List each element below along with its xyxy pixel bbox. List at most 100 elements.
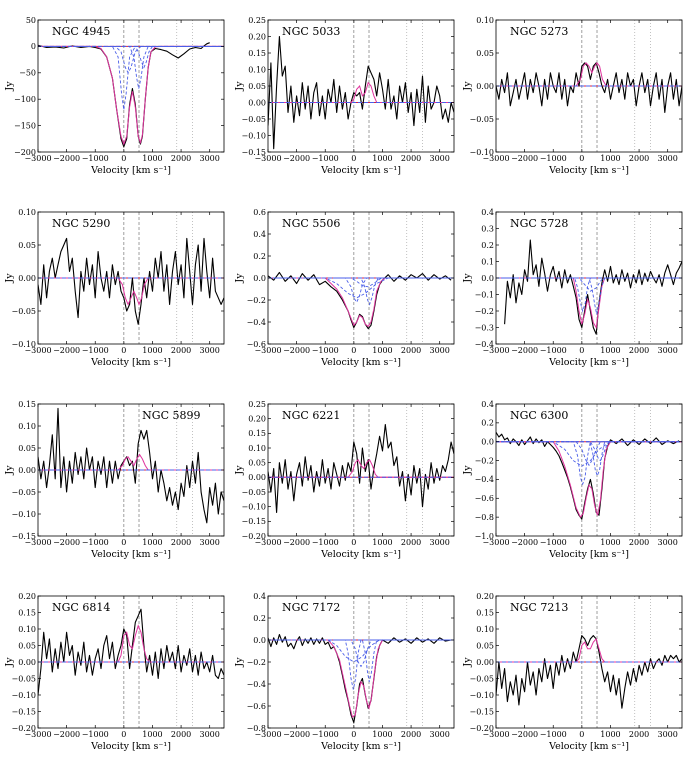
y-axis-label: Jy	[462, 657, 473, 668]
y-tick-label: −0.6	[247, 702, 266, 711]
x-tick-label: −1000	[540, 730, 567, 739]
y-tick-label: −0.15	[469, 707, 494, 716]
y-tick-label: 0.1	[481, 257, 494, 266]
panel-title: NGC 5033	[282, 25, 340, 38]
x-tick-label: 3000	[430, 730, 450, 739]
y-tick-label: −0.15	[11, 707, 36, 716]
panel-title: NGC 5728	[510, 217, 568, 230]
y-tick-label: 0.0	[481, 438, 494, 447]
x-tick-label: 2000	[171, 538, 191, 547]
x-tick-label: 3000	[200, 730, 220, 739]
x-tick-label: 2000	[401, 346, 421, 355]
x-tick-label: −2000	[283, 730, 310, 739]
model-fit-line	[38, 45, 224, 146]
spectrum-line	[268, 35, 454, 150]
model-fit-line	[496, 637, 682, 663]
x-axis-label: Velocity [km s⁻¹]	[320, 357, 401, 368]
y-tick-label: −0.2	[475, 456, 494, 465]
x-axis-label: Velocity [km s⁻¹]	[548, 741, 629, 752]
panel-ngc-5273: −3000 −2000 −1000 0 1000 2000 3000 −0.10 −0.05 0.…	[462, 16, 683, 176]
y-tick-label: −0.20	[11, 724, 36, 733]
y-axis-label: Jy	[234, 657, 245, 668]
x-tick-label: 1000	[142, 538, 162, 547]
x-tick-label: −1000	[540, 538, 567, 547]
y-tick-label: 0.00	[476, 658, 494, 667]
x-tick-label: −1000	[82, 154, 109, 163]
y-tick-label: −0.05	[469, 674, 494, 683]
x-tick-label: 0	[579, 730, 584, 739]
y-tick-label: 0.05	[248, 458, 266, 467]
plot-frame	[267, 19, 455, 153]
x-tick-label: −2000	[283, 538, 310, 547]
component-line	[496, 441, 682, 467]
x-tick-label: 3000	[200, 346, 220, 355]
plot-area	[268, 633, 454, 724]
x-axis-label: Velocity [km s⁻¹]	[548, 549, 629, 560]
x-tick-label: −2000	[53, 154, 80, 163]
plot-area	[38, 237, 224, 325]
plot-area	[496, 239, 682, 335]
x-tick-label: −3000	[254, 538, 281, 547]
x-tick-label: −2000	[511, 538, 538, 547]
y-tick-label: 0.00	[248, 98, 266, 107]
panel-title: NGC 4945	[52, 25, 110, 38]
y-tick-label: −0.15	[241, 148, 266, 157]
y-axis-label: Jy	[4, 81, 15, 92]
x-tick-label: 3000	[658, 730, 678, 739]
x-tick-label: −1000	[540, 346, 567, 355]
y-tick-label: −0.10	[11, 340, 36, 349]
x-tick-label: −2000	[511, 154, 538, 163]
spectrum-line	[38, 407, 224, 524]
y-tick-label: 0.0	[481, 274, 494, 283]
y-tick-label: −0.1	[475, 290, 494, 299]
model-fit-line	[38, 624, 224, 663]
y-tick-label: −0.8	[475, 513, 494, 522]
model-fit-line	[496, 277, 682, 329]
y-tick-label: 0.15	[18, 400, 36, 409]
x-tick-label: 0	[579, 538, 584, 547]
plot-area	[268, 271, 454, 330]
panel-ngc-6814: −3000 −2000 −1000 0 1000 2000 3000 −0.20 −0.15 −0…	[4, 592, 225, 752]
y-tick-label: −100	[14, 95, 36, 104]
y-tick-label: 0.2	[253, 614, 266, 623]
spectrum-line	[268, 633, 452, 724]
x-tick-label: 2000	[629, 346, 649, 355]
x-tick-label: 3000	[658, 346, 678, 355]
y-tick-label: −0.10	[469, 691, 494, 700]
x-axis-label: Velocity [km s⁻¹]	[320, 741, 401, 752]
component-line	[38, 45, 224, 69]
x-tick-label: 3000	[430, 154, 450, 163]
y-tick-label: −0.4	[247, 318, 266, 327]
spectrum-line	[268, 423, 454, 514]
x-tick-label: −2000	[511, 730, 538, 739]
y-tick-label: −0.2	[475, 307, 494, 316]
x-tick-label: 0	[351, 346, 356, 355]
panel-ngc-5728: −3000 −2000 −1000 0 1000 2000 3000 −0.4 −0.3 −0.2…	[462, 208, 683, 368]
panel-ngc-7213: −3000 −2000 −1000 0 1000 2000 3000 −0.20 −0.15 −0…	[462, 592, 683, 752]
panel-ngc-4945: −3000 −2000 −1000 0 1000 2000 3000−200−150−100…	[4, 16, 225, 176]
y-tick-label: −0.15	[11, 532, 36, 541]
y-tick-label: −50	[19, 69, 36, 78]
x-tick-label: 2000	[171, 154, 191, 163]
component-line	[268, 277, 454, 299]
x-tick-label: −3000	[24, 154, 51, 163]
y-tick-label: 0.10	[476, 625, 494, 634]
x-tick-label: 1000	[600, 154, 620, 163]
x-tick-label: −1000	[540, 154, 567, 163]
y-tick-label: 0.20	[18, 592, 36, 601]
spectrum-line	[496, 62, 682, 113]
panel-title: NGC 5290	[52, 217, 110, 230]
x-tick-label: 2000	[629, 154, 649, 163]
x-tick-label: 0	[351, 154, 356, 163]
y-tick-label: −0.10	[11, 510, 36, 519]
x-tick-label: 0	[121, 154, 126, 163]
x-tick-label: 0	[121, 538, 126, 547]
panel-ngc-5506: −3000 −2000 −1000 0 1000 2000 3000 −0.6 −0.4 −0.2…	[234, 208, 455, 368]
plot-frame	[267, 403, 455, 537]
x-tick-label: 1000	[600, 730, 620, 739]
x-tick-label: 0	[121, 346, 126, 355]
y-tick-label: 0.15	[248, 49, 266, 58]
y-tick-label: 0.10	[18, 208, 36, 217]
x-tick-label: −3000	[482, 538, 509, 547]
y-tick-label: 0.05	[18, 641, 36, 650]
